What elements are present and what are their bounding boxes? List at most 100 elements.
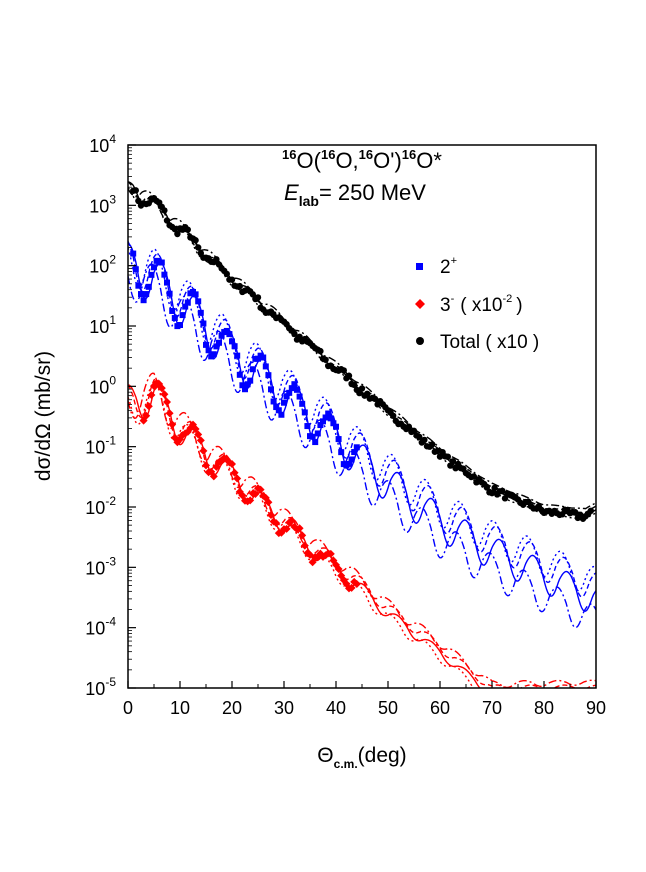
data-point: [416, 433, 423, 441]
model-curve: [128, 242, 596, 612]
data-point: [314, 430, 321, 437]
data-point: [144, 402, 153, 411]
series-1: [128, 241, 596, 629]
data-point: [491, 484, 498, 492]
data-point: [247, 377, 254, 384]
data-point: [326, 549, 335, 558]
series-2: [128, 372, 596, 688]
x-tick-label: 40: [326, 698, 346, 718]
data-point: [184, 299, 191, 306]
model-curve: [128, 380, 475, 688]
chart-subtitle-energy: Elab= 250 MeV: [284, 180, 426, 209]
data-point: [295, 524, 304, 533]
data-point: [231, 343, 238, 350]
data-point: [168, 420, 177, 429]
data-point: [171, 225, 178, 233]
data-point: [267, 510, 275, 519]
data-point: [165, 409, 174, 418]
data-point: [421, 436, 428, 444]
y-tick-label: 10-2: [85, 494, 116, 518]
plot-area: [128, 181, 596, 688]
data-point: [163, 398, 171, 407]
data-point: [265, 372, 272, 379]
model-curve: [128, 384, 481, 688]
legend: 2+ 3-( x10-2) Total ( x10 ): [415, 255, 539, 353]
data-point: [223, 270, 230, 278]
data-point: [130, 250, 137, 257]
data-point: [429, 441, 436, 448]
data-point: [256, 485, 265, 494]
data-point: [239, 382, 246, 389]
data-point: [334, 564, 343, 573]
data-point: [147, 390, 156, 399]
data-point: [233, 474, 242, 483]
data-point: [483, 484, 490, 491]
data-point: [213, 343, 220, 350]
data-point: [294, 386, 300, 393]
x-tick-label: 0: [123, 698, 133, 718]
y-tick-label: 102: [89, 253, 116, 277]
data-point: [320, 418, 326, 425]
model-curve: [128, 372, 596, 688]
data-point: [304, 423, 311, 430]
data-point: [444, 453, 451, 460]
data-point: [327, 415, 334, 422]
data-point: [145, 200, 152, 207]
series-0: [128, 181, 596, 522]
data-point: [251, 489, 260, 498]
data-point: [218, 332, 225, 339]
data-point: [301, 409, 308, 416]
data-point: [346, 460, 352, 467]
data-point: [236, 371, 243, 378]
data-point: [255, 355, 261, 362]
data-point: [298, 531, 307, 540]
data-point: [405, 423, 412, 430]
y-axis-title: dσ/dΩ (mb/sr): [32, 351, 55, 481]
data-point: [254, 294, 262, 301]
data-point: [322, 414, 329, 421]
data-point: [205, 347, 212, 354]
data-point: [587, 507, 594, 515]
data-point: [197, 309, 204, 316]
data-point: [488, 489, 496, 497]
data-point: [160, 390, 169, 399]
data-point: [228, 276, 236, 283]
data-point: [260, 354, 267, 361]
data-point: [291, 330, 298, 337]
y-tick-label: 10-1: [85, 434, 116, 458]
x-tick-label: 50: [378, 698, 398, 718]
data-point: [166, 290, 173, 297]
data-point: [335, 436, 342, 443]
data-point: [273, 404, 280, 411]
y-tick-label: 100: [89, 373, 116, 397]
data-point: [286, 389, 293, 396]
data-point: [213, 256, 220, 263]
data-point: [322, 356, 329, 363]
x-tick-label: 30: [274, 698, 294, 718]
data-point: [161, 207, 168, 214]
data-point: [296, 393, 303, 400]
data-point: [353, 444, 360, 451]
data-point: [449, 458, 457, 465]
series-layer: [128, 181, 596, 688]
data-point: [140, 297, 147, 304]
data-point: [182, 303, 189, 310]
data-point: [195, 298, 202, 305]
data-point: [142, 411, 151, 420]
data-point: [390, 412, 397, 419]
data-point: [371, 395, 379, 403]
data-point: [223, 327, 230, 334]
data-point: [192, 291, 199, 298]
data-point: [234, 352, 241, 359]
x-tick-label: 20: [222, 698, 242, 718]
data-point: [161, 271, 168, 278]
data-point: [196, 436, 205, 445]
data-point: [163, 217, 171, 224]
data-point: [364, 390, 371, 397]
data-point: [281, 399, 287, 406]
data-point: [345, 372, 353, 379]
y-tick-label: 10-3: [85, 554, 116, 578]
data-point: [325, 410, 332, 417]
data-point: [169, 307, 176, 314]
data-point: [242, 386, 248, 393]
